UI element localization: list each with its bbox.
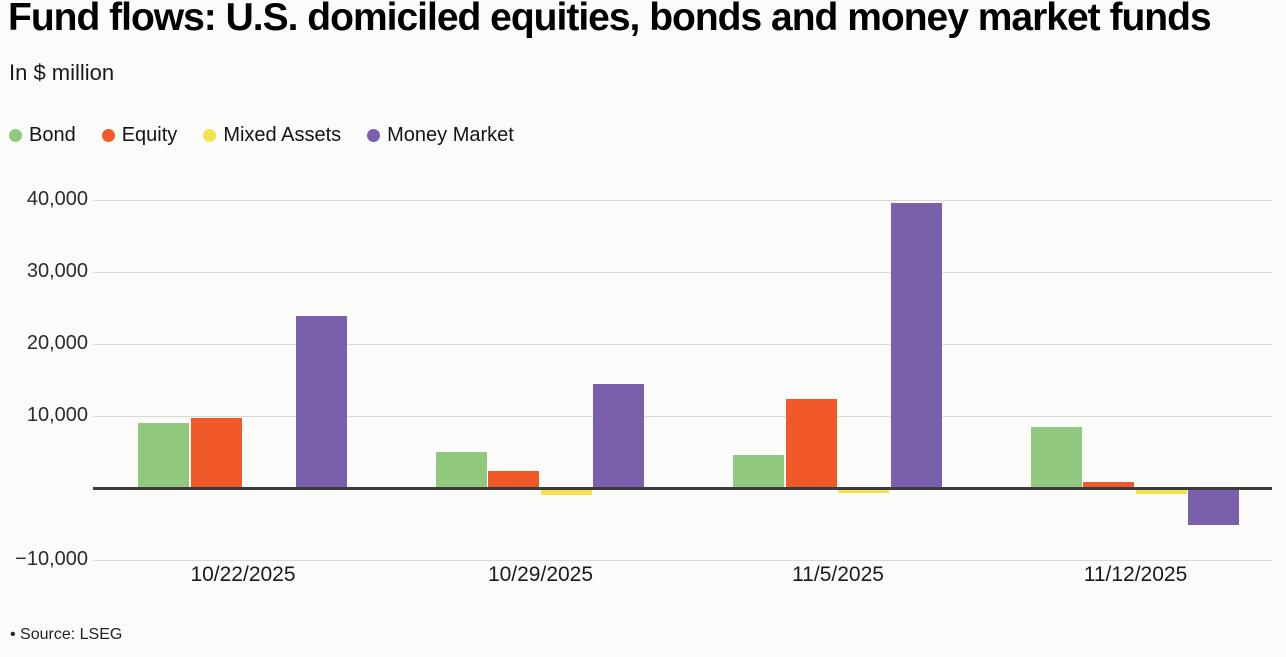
x-axis-label: 10/22/2025 <box>190 563 296 586</box>
source-note: • Source: LSEG <box>10 626 123 643</box>
bar-bond <box>138 423 189 488</box>
y-tick-label: 30,000 <box>26 260 88 282</box>
gridline <box>93 416 1272 417</box>
x-axis-label: 11/5/2025 <box>792 563 884 586</box>
bar-money-market <box>890 202 942 488</box>
legend-label: Mixed Assets <box>223 124 342 146</box>
gridline <box>93 272 1272 273</box>
legend-item-equity: Equity <box>101 124 178 147</box>
y-tick-label: 10,000 <box>26 404 88 426</box>
chart-subtitle: In $ million <box>9 60 115 85</box>
bar-bond <box>435 452 487 488</box>
legend-label: Money Market <box>387 124 514 146</box>
bar-equity <box>1083 482 1134 488</box>
gridline <box>93 560 1272 561</box>
bar-mixed-assets <box>1135 488 1187 494</box>
bar-money-market <box>593 383 644 488</box>
x-axis-label: 10/29/2025 <box>487 563 594 586</box>
legend-item-bond: Bond <box>9 124 76 147</box>
gridline <box>93 200 1272 201</box>
bar-bond <box>1030 426 1082 488</box>
bar-money-market <box>295 315 347 488</box>
y-tick-label: −10,000 <box>15 548 88 570</box>
gridline <box>93 344 1272 345</box>
y-tick-label: 40,000 <box>26 188 88 210</box>
bar-equity <box>190 418 242 488</box>
legend-item-money-market: Money Market <box>367 124 514 147</box>
chart-legend: Bond Equity Mixed Assets Money Market <box>9 124 514 147</box>
legend-dot-icon <box>367 129 381 142</box>
legend-dot-icon <box>9 129 22 142</box>
bar-equity <box>488 471 539 488</box>
y-tick-label: 20,000 <box>26 332 88 354</box>
bar-equity <box>785 398 837 488</box>
legend-label: Bond <box>29 124 76 146</box>
bar-money-market <box>1188 488 1239 525</box>
zero-axis-line <box>93 487 1272 490</box>
bar-mixed-assets <box>838 488 889 494</box>
legend-label: Equity <box>121 124 178 146</box>
bar-mixed-assets <box>540 488 592 496</box>
legend-dot-icon <box>203 129 217 142</box>
x-axis-label: 11/12/2025 <box>1083 563 1188 586</box>
bar-bond <box>733 454 784 488</box>
chart-title: Fund flows: U.S. domiciled equities, bon… <box>8 0 1212 39</box>
legend-dot-icon <box>101 129 115 142</box>
legend-item-mixed-assets: Mixed Assets <box>203 124 341 147</box>
